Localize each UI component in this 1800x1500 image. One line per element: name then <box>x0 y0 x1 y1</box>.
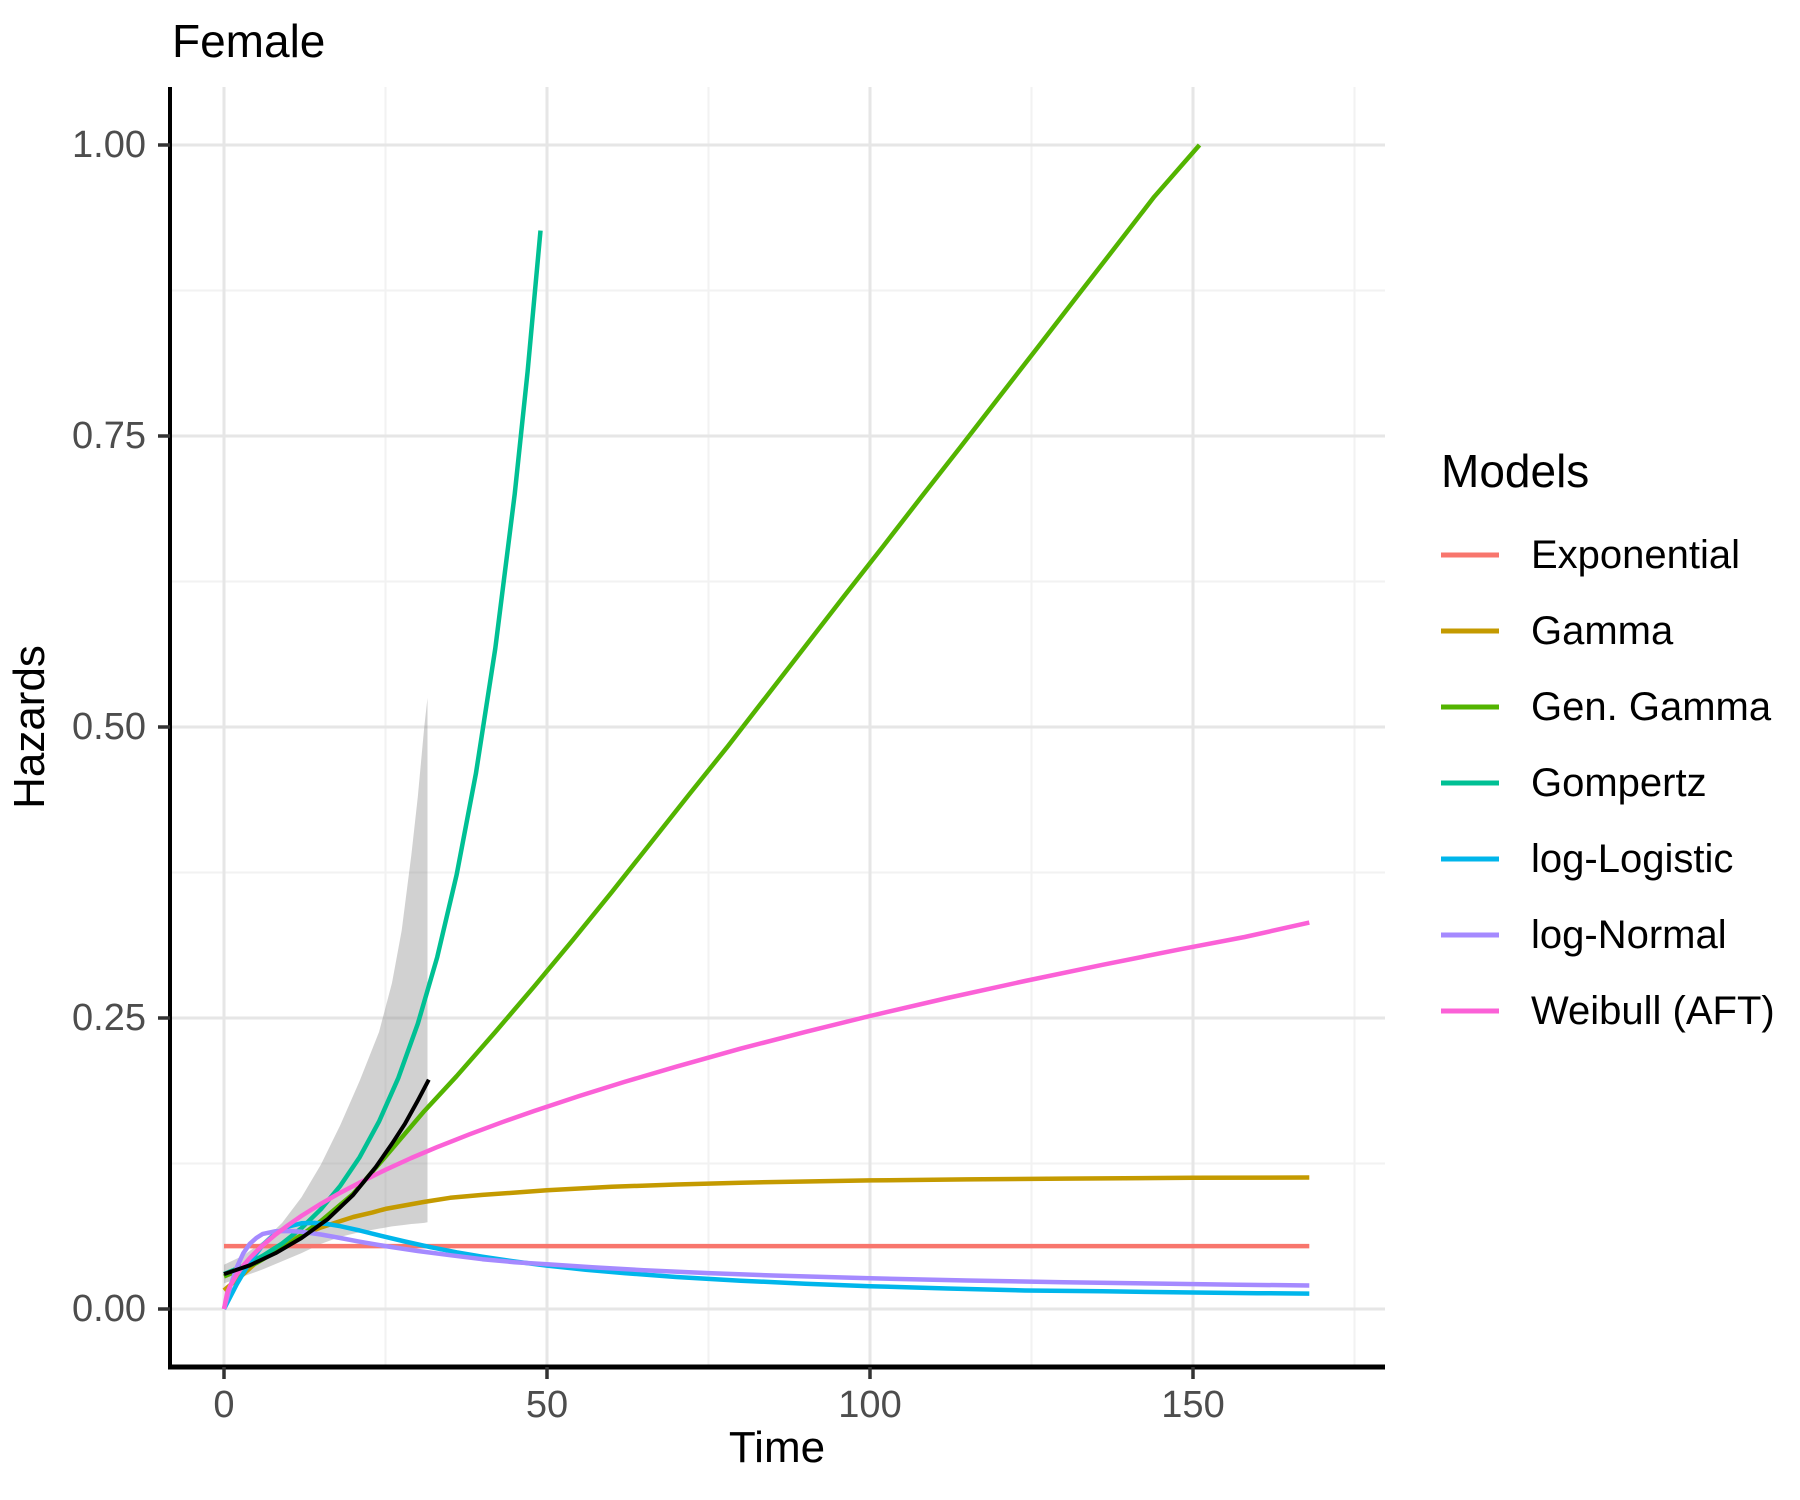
legend-label-log-logistic: log-Logistic <box>1531 837 1733 881</box>
x-axis-title: Time <box>729 1423 825 1472</box>
axis-ticks-layer: 0.00 0.25 0.50 0.75 1.00 0 50 100 150 <box>72 124 1225 1426</box>
x-tick-label: 150 <box>1161 1384 1224 1426</box>
legend-label-exponential: Exponential <box>1531 533 1740 577</box>
observed-hazard-ci-ribbon <box>224 697 428 1284</box>
y-tick-label: 0.75 <box>72 415 146 457</box>
legend-entry-gamma: Gamma <box>1441 609 1674 653</box>
observed-hazard-layer <box>223 1078 431 1276</box>
curve-weibull-aft- <box>221 920 1310 1310</box>
legend-label-gamma: Gamma <box>1531 609 1674 653</box>
x-tick-label: 100 <box>838 1384 901 1426</box>
legend-entry-exponential: Exponential <box>1441 533 1740 577</box>
observed-hazard-line <box>223 1078 431 1276</box>
confidence-ribbon-layer <box>224 697 428 1284</box>
curve-log-normal <box>221 1228 1310 1310</box>
legend-label-log-normal: log-Normal <box>1531 913 1727 957</box>
legend-title: Models <box>1441 445 1589 497</box>
y-tick-label: 0.00 <box>72 1288 146 1330</box>
legend: Models Exponential Gamma Gen. Gamma Gompert… <box>1441 445 1775 1033</box>
model-curves-layer <box>221 143 1310 1311</box>
gridlines-major <box>170 87 1385 1367</box>
plot-title: Female <box>172 15 325 67</box>
legend-label-gen-gamma: Gen. Gamma <box>1531 685 1772 729</box>
y-tick-label: 1.00 <box>72 124 146 166</box>
legend-entry-gen-gamma: Gen. Gamma <box>1441 685 1772 729</box>
x-tick-label: 50 <box>526 1384 568 1426</box>
x-tick-label: 0 <box>213 1384 234 1426</box>
legend-entries: Exponential Gamma Gen. Gamma Gompertz log-Lo… <box>1441 533 1775 1033</box>
legend-label-weibull-aft-: Weibull (AFT) <box>1531 989 1775 1033</box>
legend-entry-log-logistic: log-Logistic <box>1441 837 1733 881</box>
y-tick-label: 0.50 <box>72 706 146 748</box>
legend-label-gompertz: Gompertz <box>1531 761 1707 805</box>
y-tick-label: 0.25 <box>72 997 146 1039</box>
legend-entry-gompertz: Gompertz <box>1441 761 1707 805</box>
y-axis-title: Hazards <box>5 645 54 809</box>
legend-entry-log-normal: log-Normal <box>1441 913 1727 957</box>
legend-entry-weibull-aft-: Weibull (AFT) <box>1441 989 1775 1033</box>
curve-gompertz <box>223 230 543 1277</box>
